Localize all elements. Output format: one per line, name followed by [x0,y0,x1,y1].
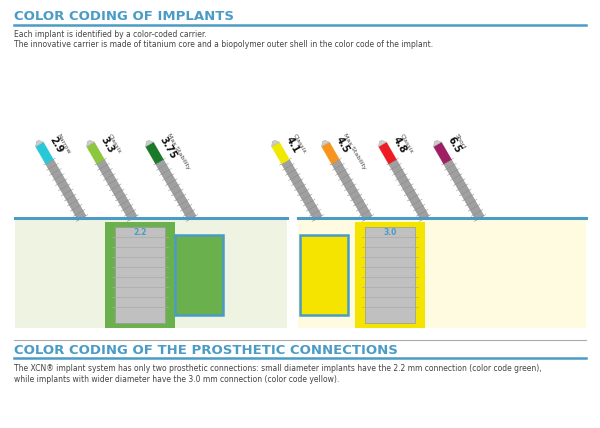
Text: 4.1: 4.1 [284,135,301,155]
Text: 3.3: 3.3 [99,135,116,155]
Text: Max Stability: Max Stability [341,133,366,170]
Text: COLOR CODING OF THE PROSTHETIC CONNECTIONS: COLOR CODING OF THE PROSTHETIC CONNECTIO… [14,344,398,357]
Polygon shape [146,142,163,164]
Polygon shape [146,140,154,147]
Text: 4.5: 4.5 [334,135,351,155]
Bar [355,222,425,328]
Text: 6.5: 6.5 [446,135,463,155]
Polygon shape [434,142,451,164]
Text: while implants with wider diameter have the 3.0 mm connection (color code yellow: while implants with wider diameter have … [14,375,339,384]
Polygon shape [46,160,86,220]
Text: Classix: Classix [398,133,414,154]
Text: Classix: Classix [292,133,307,154]
Polygon shape [86,142,104,164]
Polygon shape [281,160,322,220]
Polygon shape [272,140,280,147]
Polygon shape [332,160,372,220]
Polygon shape [272,142,289,164]
Polygon shape [443,160,484,220]
Text: 4.8: 4.8 [391,135,408,155]
Bar [300,235,348,315]
Polygon shape [35,142,53,164]
Polygon shape [434,140,442,147]
Polygon shape [379,142,397,164]
Bar [105,222,175,328]
Polygon shape [322,140,329,147]
Polygon shape [86,140,94,147]
Text: 3.0: 3.0 [383,228,397,237]
Text: COLOR CODING OF IMPLANTS: COLOR CODING OF IMPLANTS [14,10,234,23]
Text: Each implant is identified by a color-coded carrier.: Each implant is identified by a color-co… [14,30,207,39]
Bar [175,235,223,315]
Polygon shape [379,140,386,147]
Text: 2.9: 2.9 [48,135,65,155]
Polygon shape [97,160,137,220]
Text: The innovative carrier is made of titanium core and a biopolymer outer shell in : The innovative carrier is made of titani… [14,40,433,49]
Bar [365,227,415,323]
Text: Narrow: Narrow [56,133,71,155]
Polygon shape [322,142,340,164]
Text: 2.2: 2.2 [133,228,146,237]
Text: Max Stability: Max Stability [166,133,190,170]
Polygon shape [35,140,43,147]
Text: 3.75: 3.75 [158,135,178,160]
Polygon shape [389,160,429,220]
Text: The XCN® implant system has only two prosthetic connections: small diameter impl: The XCN® implant system has only two pro… [14,364,542,373]
Bar [115,227,165,323]
Bar [15,218,287,328]
Text: Short: Short [454,133,466,150]
Polygon shape [155,160,196,220]
Text: Classix: Classix [107,133,122,154]
Bar [298,218,586,328]
